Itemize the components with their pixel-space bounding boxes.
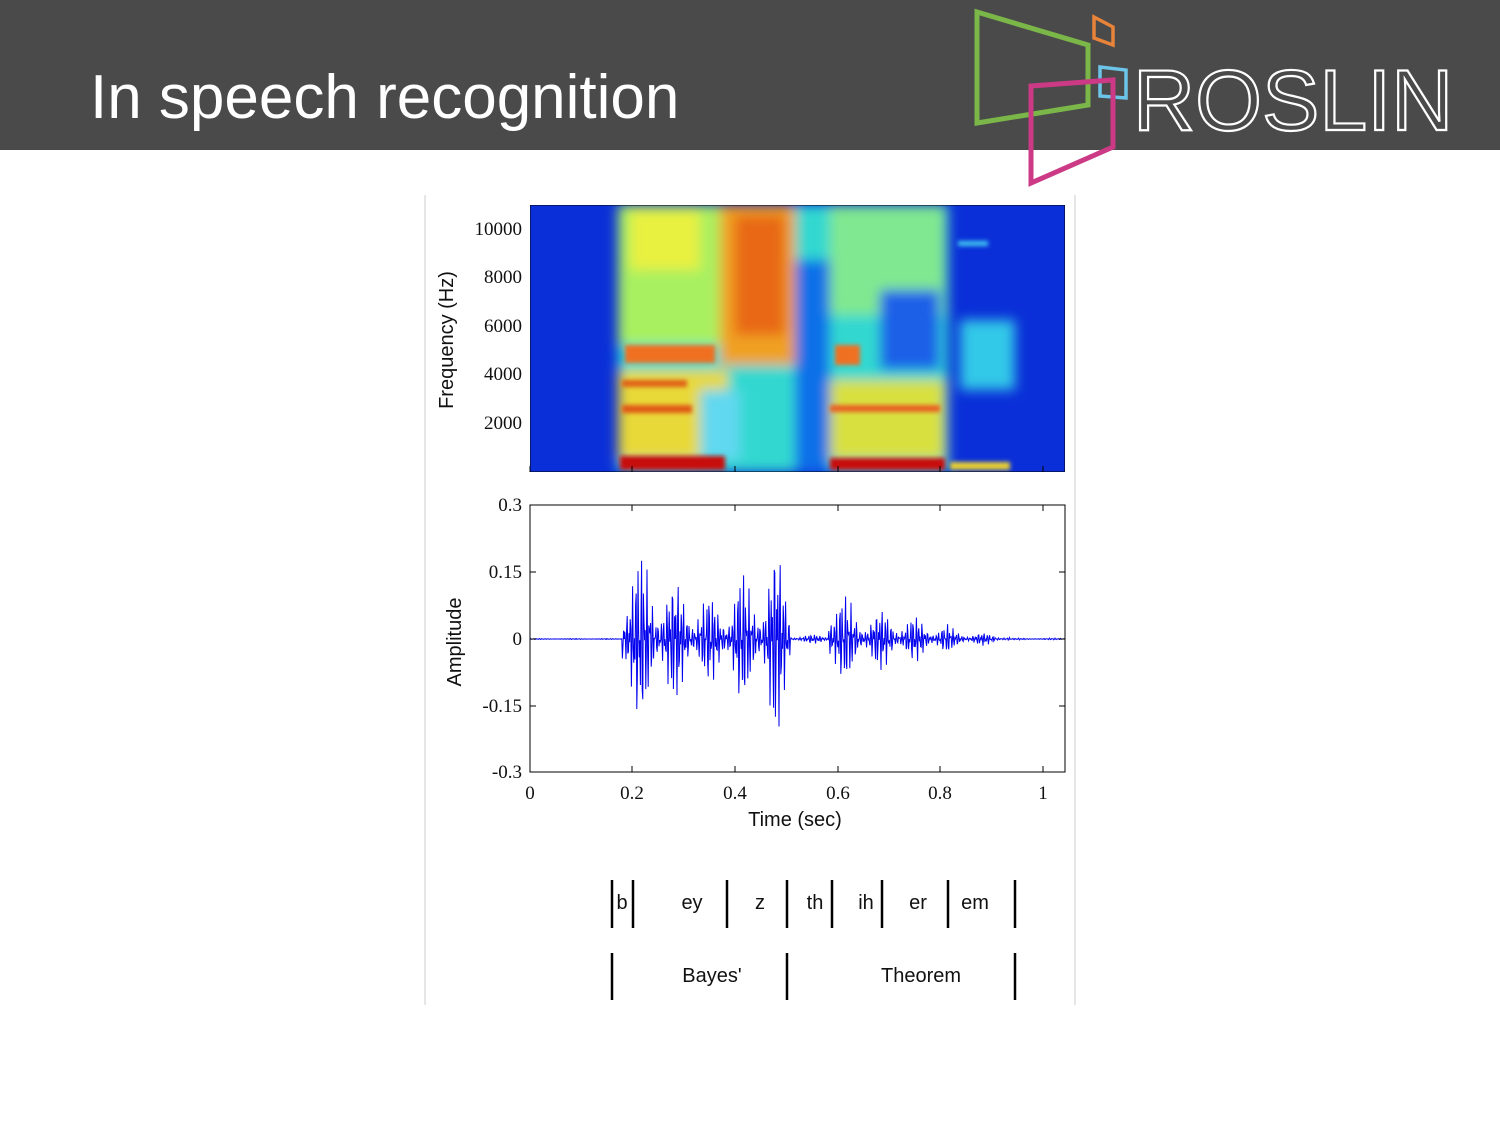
y-tick-label: 6000	[484, 316, 522, 337]
logo: ROSLIN	[974, 8, 1454, 187]
x-tick-label: 0	[525, 783, 535, 804]
phoneme-label: th	[807, 892, 824, 914]
phoneme-label: ey	[681, 892, 702, 914]
segmentation	[610, 880, 1017, 1000]
x-tick-label: 0.8	[928, 783, 952, 804]
x-axis-label: Time (sec)	[748, 809, 842, 831]
logo-shape	[1028, 77, 1116, 187]
y-tick-label: 4000	[484, 364, 522, 385]
x-tick-label: 1	[1038, 783, 1048, 804]
y-axis-label: Frequency (Hz)	[436, 271, 458, 409]
phoneme-label: ih	[858, 892, 874, 914]
header-bar	[0, 0, 1500, 150]
phoneme-label: em	[961, 892, 989, 914]
phoneme-label: er	[909, 892, 927, 914]
phoneme-label: b	[616, 892, 627, 914]
y-tick-label: -0.15	[482, 696, 522, 717]
waveform	[529, 560, 1065, 727]
y-tick-label: 0.3	[498, 495, 522, 516]
y-tick-label: 0	[513, 629, 523, 650]
x-tick-label: 0.4	[723, 783, 747, 804]
word-label: Bayes'	[682, 965, 741, 987]
spectrogram	[530, 205, 1065, 472]
y-tick-label: 8000	[484, 267, 522, 288]
x-tick-label: 0.6	[826, 783, 850, 804]
logo-shape	[1092, 14, 1115, 48]
x-tick-label: 0.2	[620, 783, 644, 804]
slide-title: In speech recognition	[90, 63, 679, 132]
y-axis-label: Amplitude	[444, 598, 466, 687]
logo-shape	[1098, 65, 1128, 100]
y-tick-label: 10000	[475, 219, 523, 240]
logo-shape	[974, 8, 1091, 126]
y-tick-label: 2000	[484, 413, 522, 434]
word-label: Theorem	[881, 965, 961, 987]
y-tick-label: -0.3	[492, 762, 522, 783]
y-tick-label: 0.15	[489, 562, 522, 583]
phoneme-label: z	[755, 892, 765, 914]
logo-text: ROSLIN	[1133, 53, 1453, 149]
